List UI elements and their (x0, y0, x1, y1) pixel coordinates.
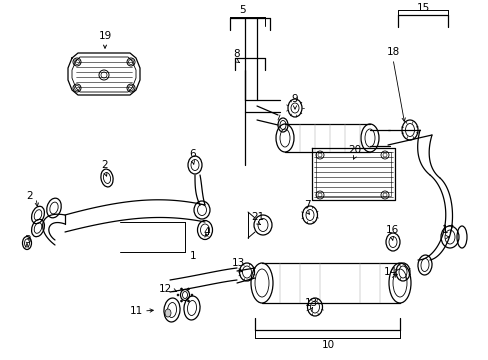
Text: 7: 7 (303, 200, 310, 210)
Text: 10: 10 (321, 340, 334, 350)
Text: 1: 1 (189, 251, 196, 261)
Text: 4: 4 (203, 227, 210, 237)
Circle shape (191, 294, 193, 296)
Text: 13: 13 (304, 298, 317, 308)
Text: 9: 9 (291, 94, 298, 104)
Text: 20: 20 (348, 145, 361, 155)
Text: 2: 2 (27, 191, 33, 201)
Text: 6: 6 (189, 149, 196, 159)
Text: 19: 19 (98, 31, 111, 41)
Text: 2: 2 (102, 160, 108, 170)
Circle shape (187, 288, 189, 290)
Text: 18: 18 (386, 47, 399, 57)
Circle shape (177, 294, 179, 296)
Text: 17: 17 (441, 225, 454, 235)
Text: 15: 15 (415, 3, 429, 13)
Text: 8: 8 (233, 49, 240, 59)
Circle shape (180, 288, 182, 290)
Polygon shape (68, 53, 140, 95)
Ellipse shape (164, 309, 171, 317)
Text: 13: 13 (231, 258, 244, 268)
Text: 12: 12 (158, 284, 171, 294)
Text: 5: 5 (239, 5, 246, 15)
Text: 11: 11 (129, 306, 142, 316)
Text: 14: 14 (383, 267, 396, 277)
Text: 16: 16 (385, 225, 398, 235)
Polygon shape (311, 148, 394, 200)
Circle shape (187, 300, 189, 302)
Circle shape (180, 300, 182, 302)
Text: 21: 21 (251, 212, 264, 222)
Text: 3: 3 (23, 235, 30, 245)
